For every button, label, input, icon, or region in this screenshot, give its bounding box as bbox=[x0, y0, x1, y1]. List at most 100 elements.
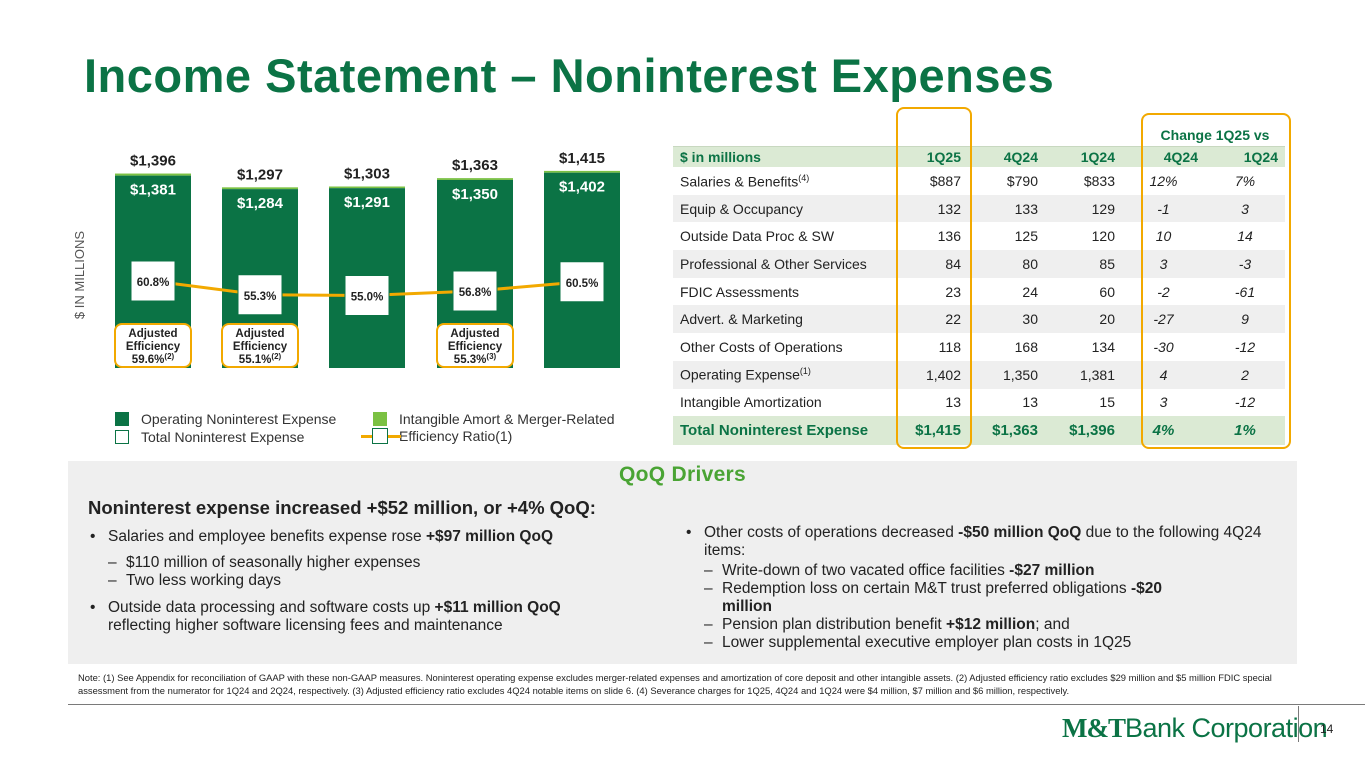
drivers-left-column: Salaries and employee benefits expense r… bbox=[88, 528, 648, 635]
driver-bullet: Other costs of operations decreased -$50… bbox=[684, 524, 1274, 560]
operating-value-label: $1,291 bbox=[344, 194, 390, 211]
row-label: Equip & Occupancy bbox=[673, 194, 891, 223]
row-value: 13 bbox=[945, 394, 961, 411]
adjusted-efficiency-line1: Adjusted bbox=[450, 328, 499, 340]
row-value: 3 bbox=[1205, 194, 1285, 223]
driver-sub-bullet: Redemption loss on certain M&T trust pre… bbox=[684, 580, 1202, 616]
row-label: Salaries & Benefits(4) bbox=[680, 172, 810, 190]
operating-value-label: $1,284 bbox=[237, 195, 284, 212]
highlight-change-columns bbox=[1141, 113, 1291, 449]
legend-label-operating: Operating Noninterest Expense bbox=[141, 411, 337, 427]
drivers-headline: Noninterest expense increased +$52 milli… bbox=[88, 497, 596, 518]
table-header: 1Q24 bbox=[1045, 146, 1122, 167]
row-value: 9 bbox=[1205, 305, 1285, 334]
driver-bullet: Outside data processing and software cos… bbox=[88, 599, 648, 635]
row-value: $833 bbox=[1083, 172, 1115, 189]
drivers-title: QoQ Drivers bbox=[618, 463, 746, 486]
x-tick-label: 4Q24 bbox=[458, 384, 492, 385]
row-value: $1,363 bbox=[968, 416, 1045, 446]
row-value: 23 bbox=[945, 283, 961, 300]
driver-sub-bullet: Lower supplemental executive employer pl… bbox=[684, 634, 1274, 652]
intangible-bar-segment bbox=[222, 187, 298, 190]
highlight-1q25-column bbox=[896, 107, 972, 449]
row-value: 60 bbox=[1099, 283, 1115, 300]
total-value-label: $1,297 bbox=[237, 166, 283, 183]
y-axis-label-svg: $ IN MILLIONS bbox=[72, 231, 87, 319]
adjusted-efficiency-line2: Efficiency bbox=[126, 341, 181, 353]
legend-swatch-intangible bbox=[373, 412, 387, 426]
row-label: FDIC Assessments bbox=[680, 283, 800, 300]
row-value: 22 bbox=[891, 305, 968, 334]
table-row: Professional & Other Services 84 80 85 3 -3 bbox=[673, 250, 1285, 278]
footnote: Note: (1) See Appendix for reconciliatio… bbox=[78, 672, 1272, 696]
total-value-label: $1,303 bbox=[344, 165, 390, 182]
total-value-label: $1,396 bbox=[130, 153, 176, 170]
row-value: 2 bbox=[1205, 360, 1285, 389]
row-value: 136 bbox=[937, 228, 961, 245]
row-value: -12 bbox=[1234, 338, 1256, 355]
operating-value-label: $1,402 bbox=[559, 179, 605, 196]
efficiency-value-label: 55.3% bbox=[244, 291, 277, 303]
legend-item-total: Total Noninterest Expense bbox=[115, 429, 304, 445]
row-value: 84 bbox=[891, 250, 968, 278]
page-number: 14 bbox=[1320, 722, 1334, 736]
table-body: Salaries & Benefits(4) $887 $790 $833 12% 7% E… bbox=[673, 167, 1285, 446]
change-header: Change 1Q25 vs bbox=[1160, 127, 1270, 143]
row-value: 1,381 bbox=[1045, 360, 1122, 389]
driver-sub-bullet: Pension plan distribution benefit +$12 m… bbox=[684, 616, 1274, 634]
table-row: Operating Expense(1) 1,402 1,350 1,381 4 2 bbox=[673, 360, 1285, 389]
row-value: -12 bbox=[1234, 394, 1256, 411]
row-value: 3 bbox=[1159, 394, 1168, 411]
row-value: 14 bbox=[1237, 228, 1253, 245]
driver-sub-bullet: Two less working days bbox=[88, 572, 648, 590]
row-label: Professional & Other Services bbox=[673, 250, 891, 278]
table-header: 4Q24 bbox=[968, 146, 1045, 167]
row-label: Intangible Amortization bbox=[680, 394, 822, 411]
efficiency-value-label: 60.8% bbox=[137, 277, 170, 289]
efficiency-value-label: 56.8% bbox=[459, 287, 492, 299]
row-value: 10 bbox=[1155, 228, 1172, 245]
table-row: Other Costs of Operations 118 168 134 -30 -12 bbox=[673, 333, 1285, 361]
row-value: 4% bbox=[1122, 416, 1205, 446]
driver-sub-bullet: Write-down of two vacated office facilit… bbox=[684, 562, 1274, 580]
legend-swatch-operating bbox=[115, 412, 129, 426]
row-value: 120 bbox=[1091, 228, 1115, 245]
row-value: -3 bbox=[1205, 250, 1285, 278]
operating-value-label: $1,350 bbox=[452, 186, 498, 203]
row-value: -27 bbox=[1122, 305, 1205, 334]
row-value: 24 bbox=[1022, 283, 1038, 300]
adjusted-efficiency-callout bbox=[114, 323, 192, 368]
row-value: 12% bbox=[1149, 172, 1178, 189]
page-title: Income Statement – Noninterest Expenses bbox=[84, 49, 1055, 102]
efficiency-point-box bbox=[559, 261, 605, 303]
qoq-drivers-panel: QoQ Drivers Noninterest expense increase… bbox=[68, 461, 1297, 664]
table-row: Equip & Occupancy 132 133 129 -1 3 bbox=[673, 194, 1285, 223]
table-row: Intangible Amortization 13 13 15 3 -12 bbox=[673, 389, 1285, 417]
x-tick-label: 2Q24 bbox=[243, 384, 277, 385]
legend-item-operating: Operating Noninterest Expense bbox=[115, 411, 336, 427]
adjusted-efficiency-callout bbox=[221, 323, 299, 368]
adjusted-efficiency-callout bbox=[436, 323, 514, 368]
table-header: $ in millions bbox=[673, 146, 891, 167]
legend-item-efficiency: Efficiency Ratio(1) bbox=[361, 428, 512, 444]
efficiency-point-box bbox=[130, 260, 176, 302]
row-value: 13 bbox=[1022, 394, 1038, 411]
expense-table: $ in millions 1Q25 4Q24 1Q24 4Q24 1Q24 S… bbox=[673, 146, 1285, 446]
row-value: $1,396 bbox=[1045, 416, 1122, 446]
row-value: 132 bbox=[891, 194, 968, 223]
driver-sub-bullet: $110 million of seasonally higher expens… bbox=[88, 554, 648, 572]
table-row: Advert. & Marketing 22 30 20 -27 9 bbox=[673, 305, 1285, 334]
y-axis-label: $ IN MILLIONS bbox=[72, 231, 87, 319]
row-value: 133 bbox=[968, 194, 1045, 223]
row-value: $887 bbox=[929, 172, 961, 189]
row-label: Operating Expense(1) bbox=[673, 360, 891, 389]
row-value: 134 bbox=[1091, 338, 1115, 355]
row-value: -2 bbox=[1157, 283, 1170, 300]
adjusted-efficiency-value: 59.6%(2) bbox=[132, 352, 175, 366]
row-value: 129 bbox=[1045, 194, 1122, 223]
legend-label-intangible: Intangible Amort & Merger-Related bbox=[399, 411, 615, 427]
driver-bullet: Salaries and employee benefits expense r… bbox=[88, 528, 648, 546]
y-axis-label-container: $ IN MILLIONS bbox=[70, 210, 90, 340]
intangible-bar-segment bbox=[544, 170, 620, 173]
row-value: 3 bbox=[1122, 250, 1205, 278]
